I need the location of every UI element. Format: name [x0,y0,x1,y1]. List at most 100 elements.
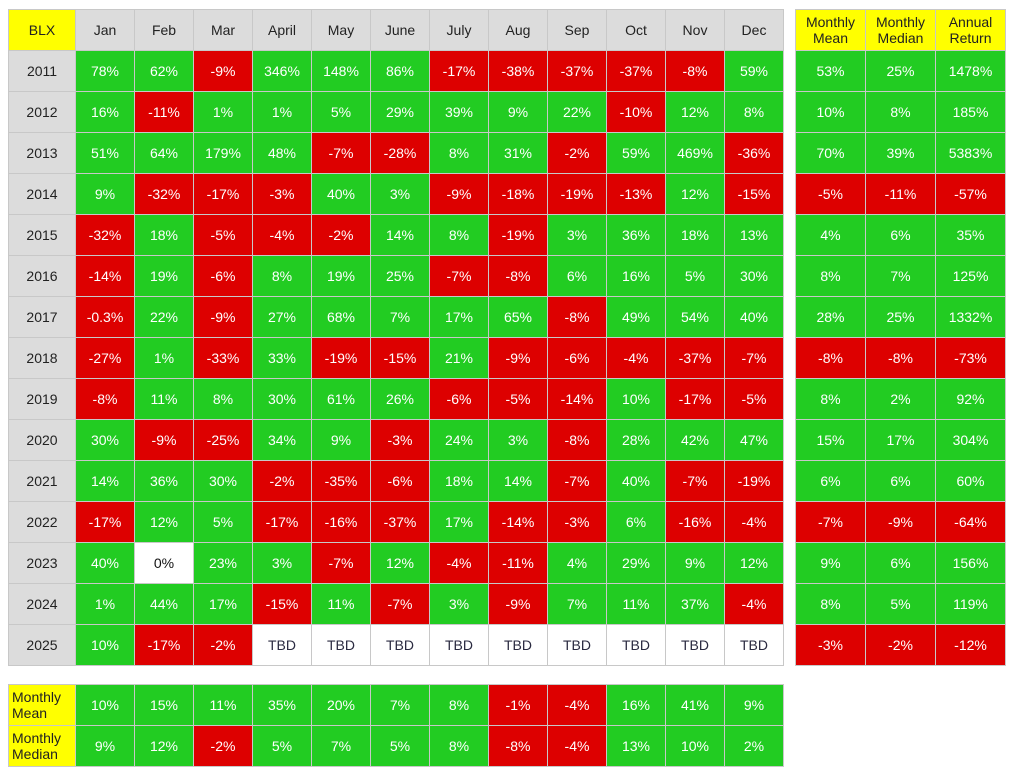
return-cell: 10% [606,378,666,420]
summary-row: 9% 6% 156% [795,542,1006,584]
return-cell: 5% [193,501,253,543]
year-label: 2022 [8,501,76,543]
return-cell: 18% [429,460,489,502]
summary-cell: -5% [795,173,866,215]
return-cell: 47% [724,419,784,461]
stat-cell: -2% [193,725,253,767]
return-cell: 48% [252,132,312,174]
return-cell: -6% [547,337,607,379]
return-cell: 44% [134,583,194,625]
return-cell: 36% [606,214,666,256]
return-cell: -7% [311,542,371,584]
summary-header: Monthly Mean [795,9,866,51]
return-cell: 64% [134,132,194,174]
year-row: 2022 -17% 12% 5% -17% -16% -37% 17% -14% -3% 6% -16… [8,501,784,543]
return-cell: 12% [370,542,430,584]
stat-cell: 9% [75,725,135,767]
return-cell: 40% [606,460,666,502]
month-header: Feb [134,9,194,51]
return-cell: 14% [488,460,548,502]
month-header: Jan [75,9,135,51]
summary-cell: 5383% [935,132,1006,174]
return-cell: 9% [311,419,371,461]
summary-cell: -7% [795,501,866,543]
return-cell: -17% [75,501,135,543]
stat-cell: 2% [724,725,784,767]
return-cell: TBD [488,624,548,666]
stat-cell: -1% [488,684,548,726]
return-cell: -6% [429,378,489,420]
stat-cell: 8% [429,684,489,726]
return-cell: -17% [429,50,489,92]
return-cell: 3% [252,542,312,584]
year-row: 2014 9% -32% -17% -3% 40% 3% -9% -18% -19% -13% 12%… [8,173,784,215]
summary-cell: -57% [935,173,1006,215]
stat-cell: -4% [547,684,607,726]
summary-row: 8% 2% 92% [795,378,1006,420]
return-cell: 19% [134,255,194,297]
return-cell: 8% [193,378,253,420]
return-cell: 12% [724,542,784,584]
summary-cell: 2% [865,378,936,420]
return-cell: -5% [488,378,548,420]
return-cell: 59% [606,132,666,174]
month-header: Sep [547,9,607,51]
summary-cell: 1332% [935,296,1006,338]
return-cell: -9% [488,337,548,379]
return-cell: 49% [606,296,666,338]
summary-cell: 304% [935,419,1006,461]
return-cell: -17% [134,624,194,666]
summary-cell: 4% [795,214,866,256]
return-cell: TBD [606,624,666,666]
return-cell: -3% [370,419,430,461]
return-cell: 65% [488,296,548,338]
year-label: 2019 [8,378,76,420]
stat-cell: 15% [134,684,194,726]
return-cell: 4% [547,542,607,584]
month-header: June [370,9,430,51]
return-cell: -3% [547,501,607,543]
summary-row: -7% -9% -64% [795,501,1006,543]
label-line: Median [877,30,924,46]
return-cell: TBD [724,624,784,666]
return-cell: 39% [429,91,489,133]
return-cell: -11% [488,542,548,584]
return-cell: -14% [75,255,135,297]
return-cell: 34% [252,419,312,461]
summary-row: 8% 7% 125% [795,255,1006,297]
return-cell: -5% [193,214,253,256]
return-cell: -15% [370,337,430,379]
monthly-stat-row: Monthly Mean 10% 15% 11% 35% 20% 7% 8% -1% -4% 16% 4… [8,684,784,726]
return-cell: 30% [252,378,312,420]
summary-row: 15% 17% 304% [795,419,1006,461]
summary-cell: 92% [935,378,1006,420]
summary-cell: 8% [865,91,936,133]
stat-cell: 10% [75,684,135,726]
return-cell: -25% [193,419,253,461]
summary-cell: 9% [795,542,866,584]
return-cell: 31% [488,132,548,174]
return-cell: TBD [252,624,312,666]
return-cell: -7% [547,460,607,502]
return-cell: 8% [429,132,489,174]
return-cell: -9% [193,50,253,92]
return-cell: 29% [370,91,430,133]
year-row: 2019 -8% 11% 8% 30% 61% 26% -6% -5% -14% 10% -17% -5… [8,378,784,420]
label-line: Monthly [12,730,62,746]
year-label: 2014 [8,173,76,215]
summary-cell: -73% [935,337,1006,379]
year-label: 2017 [8,296,76,338]
return-cell: TBD [429,624,489,666]
summary-header-row: Monthly Mean Monthly Median Annual Return [795,9,1006,51]
month-header: Nov [665,9,725,51]
summary-cell: -8% [865,337,936,379]
return-cell: -9% [429,173,489,215]
return-cell: -7% [370,583,430,625]
year-row: 2025 10% -17% -2% TBD TBD TBD TBD TBD TBD TBD TBD TB… [8,624,784,666]
summary-header: Annual Return [935,9,1006,51]
return-cell: -4% [724,501,784,543]
month-header: Mar [193,9,253,51]
return-cell: -35% [311,460,371,502]
return-cell: 8% [429,214,489,256]
summary-cell: -12% [935,624,1006,666]
